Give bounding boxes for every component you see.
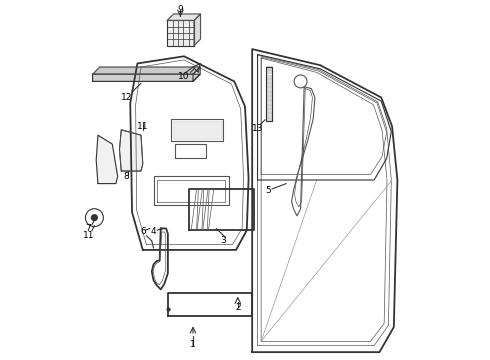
Text: 4: 4: [151, 228, 156, 237]
Polygon shape: [266, 66, 272, 69]
Polygon shape: [266, 87, 272, 91]
Polygon shape: [266, 96, 272, 99]
Text: 8: 8: [124, 172, 129, 181]
Text: 2: 2: [235, 303, 241, 312]
Text: 13: 13: [252, 123, 263, 132]
Polygon shape: [194, 14, 200, 45]
Text: 10: 10: [178, 72, 190, 81]
Polygon shape: [93, 74, 200, 81]
Text: 12: 12: [121, 93, 132, 102]
Text: 1: 1: [190, 341, 196, 350]
Polygon shape: [266, 70, 272, 73]
Text: 11: 11: [137, 122, 148, 131]
Polygon shape: [266, 109, 272, 112]
Text: 7: 7: [85, 224, 91, 233]
Text: 9: 9: [177, 5, 183, 14]
Polygon shape: [266, 100, 272, 104]
Polygon shape: [266, 113, 272, 117]
Polygon shape: [266, 79, 272, 82]
Text: 5: 5: [266, 186, 271, 195]
Polygon shape: [93, 67, 200, 74]
Polygon shape: [167, 14, 200, 21]
Text: 3: 3: [220, 237, 226, 246]
Polygon shape: [173, 121, 221, 139]
Polygon shape: [266, 75, 272, 78]
Text: 11: 11: [83, 231, 95, 240]
Circle shape: [92, 215, 97, 221]
Polygon shape: [96, 135, 118, 184]
Polygon shape: [266, 83, 272, 86]
Polygon shape: [266, 118, 272, 121]
Text: 6: 6: [140, 228, 146, 237]
Polygon shape: [120, 130, 143, 171]
Polygon shape: [266, 92, 272, 95]
Polygon shape: [167, 21, 194, 45]
Polygon shape: [266, 105, 272, 108]
